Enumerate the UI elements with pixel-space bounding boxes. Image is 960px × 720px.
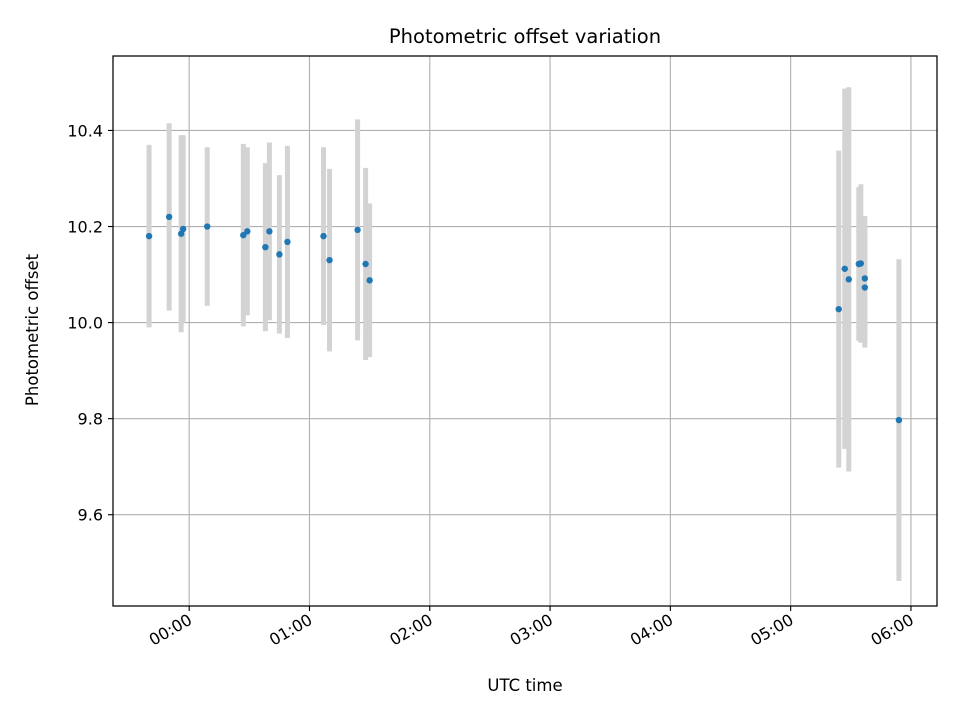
y-tick-label: 9.8 [78, 410, 103, 429]
data-point [276, 251, 283, 258]
x-axis-label: UTC time [487, 676, 562, 695]
data-point [845, 276, 852, 283]
data-point [362, 260, 369, 268]
data-point [145, 232, 153, 240]
data-point [895, 416, 903, 424]
grid [113, 56, 937, 606]
data-point [179, 225, 187, 233]
chart-title: Photometric offset variation [389, 25, 661, 48]
data-point [841, 265, 848, 272]
data-point [326, 256, 333, 264]
data-point [861, 284, 869, 291]
data-point [244, 228, 251, 235]
data-point [857, 260, 865, 267]
y-tick-label: 10.0 [67, 314, 103, 333]
data-point [204, 223, 211, 230]
data-point [284, 238, 291, 246]
y-tick-label: 10.4 [67, 121, 103, 140]
data-point [320, 232, 327, 240]
data-point [240, 231, 247, 239]
data-point [262, 243, 269, 251]
data-point [354, 226, 361, 234]
data-point [165, 213, 173, 221]
plot-area-frame [112, 55, 938, 607]
data-point [366, 277, 373, 284]
y-tick-label: 10.2 [67, 218, 103, 237]
data-point [835, 305, 842, 313]
y-axis-label: Photometric offset [23, 253, 42, 406]
data-points [145, 213, 903, 424]
y-tick-label: 9.6 [78, 506, 103, 525]
data-point [861, 275, 869, 282]
data-point [266, 228, 273, 235]
data-point [177, 230, 185, 237]
